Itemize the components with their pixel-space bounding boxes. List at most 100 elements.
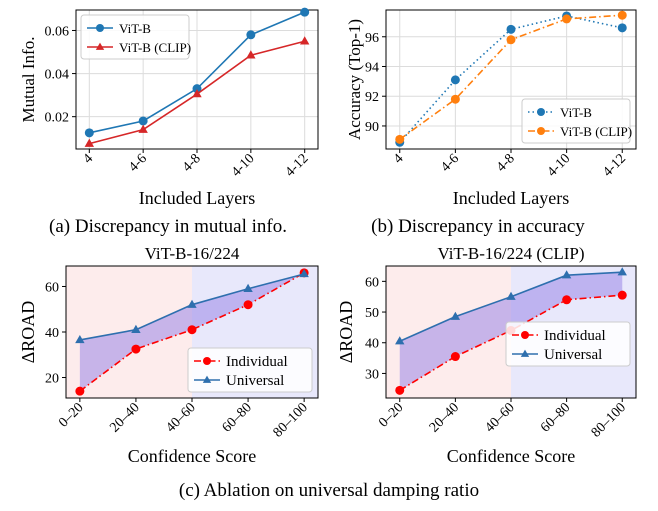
data-point [561,270,572,279]
y-tick-label: 50 [365,306,379,321]
legend-marker [95,42,105,50]
data-point [617,267,627,276]
data-point [617,10,627,20]
x-tick-label: 80–100 [271,400,311,440]
caption-c: (c) Ablation on universal damping ratio [179,480,479,501]
y-tick-label: 20 [45,372,59,387]
y-tick-label: 0.02 [45,111,70,126]
data-point [450,311,461,320]
y-tick-label: 0.06 [45,24,70,39]
series-vit-b-clip [395,10,627,144]
legend-marker [537,127,545,135]
chart-c2: 30 40 50 60 0–20 20–40 40–60 60–80 80–100 Confide… [336,244,637,466]
data-point [450,75,460,85]
legend-label: Individual [226,354,288,370]
y-axis-label: Mutual Info. [19,37,38,123]
legend-box [505,321,631,367]
series-vit-b-clip [84,36,310,147]
data-point [395,385,405,395]
legend-marker [202,375,212,383]
data-point [299,269,309,278]
legend-label: ViT-B [119,21,151,36]
chart-title: ViT-B-16/224 [145,244,240,263]
legend-marker [521,331,529,339]
data-point [131,324,141,333]
x-tick-label: 0–20 [376,400,406,430]
series-individual [75,268,309,396]
data-point [617,290,627,300]
data-point [562,14,572,24]
x-tick-label: 40–60 [482,400,517,435]
x-tick-label: 4-6 [438,151,462,175]
legend-marker [520,349,530,357]
data-point [75,386,85,396]
data-point [243,283,253,292]
series-line [79,272,305,392]
y-axis-label: ΔROAD [18,301,38,364]
data-point [138,124,148,133]
y-axis-label: ΔROAD [336,301,356,364]
series-universal [395,267,627,345]
legend-label: ViT-B [560,105,592,120]
x-tick-label: 4 [391,151,407,167]
y-axis-label: Accuracy (Top-1) [345,19,364,140]
legend-label: Universal [544,347,602,363]
legend-marker [203,357,211,365]
y-tick-label: 60 [365,275,379,290]
data-point [506,35,516,45]
x-tick-label: 40–60 [163,400,198,435]
x-tick-label: 4-12 [600,151,629,180]
x-axis-label: Confidence Score [128,446,256,466]
x-tick-label: 4-10 [229,151,258,180]
x-tick-label: 4-12 [283,151,312,180]
y-tick-label: 0.04 [45,68,70,83]
chart-b: 90 92 94 96 4 4-6 4-8 4-10 4-12 Included Layers Ac… [345,9,637,208]
x-axis-label: Included Layers [453,188,569,208]
data-point [617,23,627,33]
data-point [506,24,516,34]
data-point [131,344,141,354]
y-tick-label: 94 [365,60,379,75]
caption-a: (a) Discrepancy in mutual info. [49,216,287,237]
data-point [246,50,256,59]
data-point [243,300,253,310]
data-point [506,291,516,300]
y-tick-label: 60 [45,280,59,295]
legend-label: Individual [544,328,606,344]
x-tick-label: 60–80 [538,400,573,435]
x-tick-label: 60–80 [220,400,255,435]
data-point [299,36,310,45]
chart-title: ViT-B-16/224 (CLIP) [437,244,584,263]
y-tick-label: 92 [365,90,379,105]
x-tick-label: 20–40 [107,400,142,435]
legend-box [521,98,631,144]
x-tick-label: 4-6 [126,151,150,175]
y-tick-label: 90 [365,120,379,135]
x-tick-label: 80–100 [589,400,629,440]
data-point [246,30,256,40]
x-tick-label: 20–40 [427,400,462,435]
series-universal [75,269,309,344]
x-tick-label: 4 [81,151,97,167]
data-point [395,336,405,345]
data-point [75,335,85,344]
data-point [300,7,310,17]
x-tick-label: 0–20 [56,400,86,430]
data-point [562,295,572,305]
legend: Individual Universal [187,347,313,393]
x-tick-label: 4-10 [545,151,574,180]
legend-label: ViT-B (CLIP) [119,40,191,55]
x-tick-label: 4-8 [180,151,204,175]
data-point [84,138,95,147]
data-point [192,89,202,98]
legend-marker [96,24,104,32]
legend: Individual Universal [505,321,631,367]
legend: ViT-B ViT-B (CLIP) [80,14,191,60]
data-point [450,94,460,104]
data-point [187,325,197,335]
data-point [450,352,460,362]
y-tick-label: 40 [45,326,59,341]
data-point [192,84,202,94]
data-point [187,299,197,308]
data-point [138,116,148,126]
